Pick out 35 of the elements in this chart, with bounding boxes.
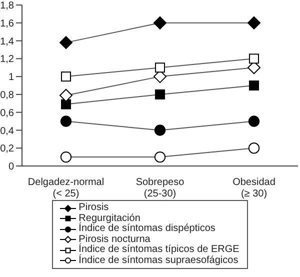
legend-label: Pirosis nocturna: [78, 234, 150, 244]
point: [155, 89, 165, 100]
y-tick-label: 0,8: [0, 90, 14, 101]
legend-label: Índice de síntomas dispépticos: [78, 223, 216, 234]
point: [248, 142, 260, 154]
point: [154, 16, 166, 30]
point: [60, 116, 72, 127]
y-tick-label: 1,4: [0, 36, 14, 48]
y-tick-label: 1,6: [0, 18, 14, 30]
x-tick-label: Delgadez-normal (< 25): [28, 177, 104, 200]
legend-label: Pirosis: [78, 202, 109, 214]
y-tick-label: 1: [8, 72, 14, 84]
point: [61, 99, 71, 110]
point: [249, 54, 259, 64]
y-tick-label: 0,4: [0, 126, 14, 137]
y-tick-label: 0,6: [0, 108, 14, 119]
point: [154, 151, 166, 163]
point: [60, 36, 72, 50]
point: [249, 80, 259, 90]
x-tick-label: Sobrepeso (25-30): [136, 177, 185, 200]
point: [61, 72, 71, 82]
legend-label: Índice de síntomas supraesofágicos: [78, 254, 238, 266]
point: [248, 116, 260, 127]
point: [155, 62, 165, 73]
point: [248, 16, 260, 30]
y-tick-label: 1,8: [0, 0, 14, 12]
y-tick-label: 0: [8, 162, 14, 173]
y-tick-label: 1,2: [0, 54, 14, 66]
legend-label: Índice de síntomas típicos de ERGE: [78, 244, 240, 255]
y-tick-label: 0,2: [0, 144, 14, 155]
point: [60, 151, 72, 163]
legend-label: Regurgitación: [78, 212, 140, 224]
point: [154, 124, 166, 136]
point: [60, 88, 72, 102]
x-tick-label: Obesidad (≥ 30): [232, 177, 276, 200]
